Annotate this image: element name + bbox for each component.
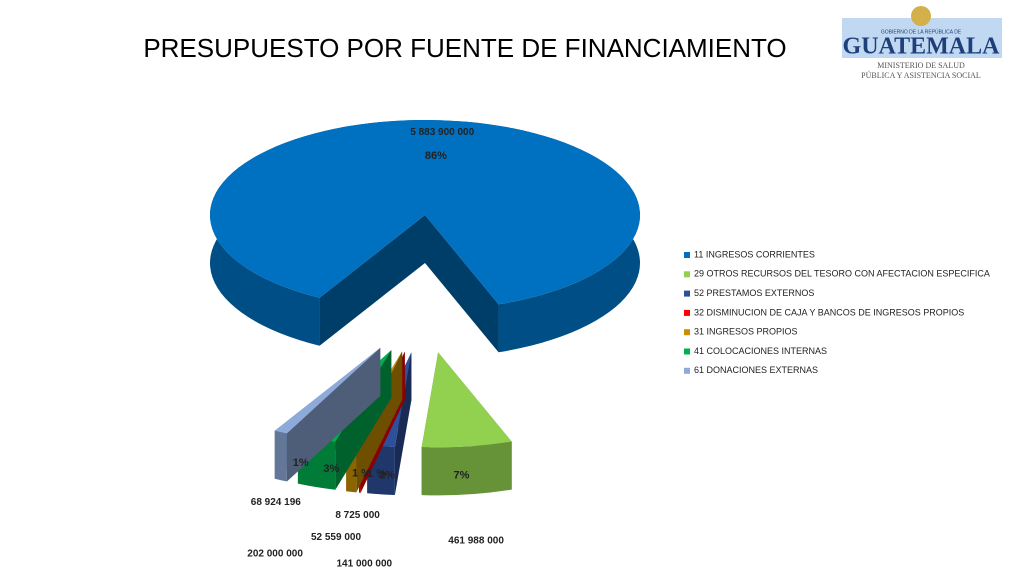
slice-wall	[274, 430, 287, 482]
slice-side	[274, 347, 381, 479]
logo-name: GUATEMALA	[843, 34, 1001, 60]
legend-swatch	[684, 271, 690, 278]
slice-wall	[421, 441, 512, 496]
percent-label: 1 %	[352, 467, 371, 479]
slice	[274, 347, 381, 482]
percent-label: 1%	[293, 457, 309, 469]
slice-side	[319, 215, 425, 346]
legend-swatch	[684, 252, 690, 258]
logo-emblem	[911, 6, 931, 26]
slice	[210, 120, 641, 353]
legend-label: 41 COLOCACIONES INTERNAS	[694, 346, 827, 356]
slice-top	[421, 352, 512, 448]
slice-side	[425, 215, 499, 353]
legend-label: 32 DISMINUCION DE CAJA Y BANCOS DE INGRE…	[694, 307, 964, 317]
chart-title: PRESUPUESTO POR FUENTE DE FINANCIAMIENTO	[143, 33, 786, 63]
legend-swatch	[684, 309, 690, 316]
percent-label: 2%	[379, 469, 395, 481]
percent-label: 86%	[425, 150, 447, 162]
slice-top	[274, 347, 381, 434]
legend-label: 52 PRESTAMOS EXTERNOS	[694, 288, 814, 298]
value-label: 68 924 196	[251, 497, 301, 508]
legend-swatch	[684, 348, 690, 355]
percent-label: 3%	[323, 463, 339, 475]
logo: GOBIERNO DE LA REPÚBLICA DE GUATEMALA MI…	[842, 6, 1002, 80]
percent-label: 7%	[454, 470, 470, 482]
legend-swatch	[684, 329, 690, 336]
slice-top	[210, 120, 641, 305]
value-label: 8 725 000	[335, 510, 380, 521]
value-label: 461 988 000	[448, 535, 504, 546]
logo-line: MINISTERIO DE SALUD	[877, 61, 965, 70]
logo-top: GOBIERNO DE LA REPÚBLICA DE	[881, 28, 962, 35]
legend-swatch	[684, 290, 690, 297]
legend-label: 61 DONACIONES EXTERNAS	[694, 365, 818, 375]
legend-swatch	[684, 367, 690, 374]
logo-line: PÚBLICA Y ASISTENCIA SOCIAL	[861, 70, 981, 80]
legend-label: 31 INGRESOS PROPIOS	[694, 327, 798, 337]
value-label: 52 559 000	[311, 532, 361, 543]
value-label: 202 000 000	[247, 549, 303, 560]
value-label: 141 000 000	[337, 559, 393, 570]
legend-label: 29 OTROS RECURSOS DEL TESORO CON AFECTAC…	[694, 269, 990, 279]
slice	[421, 352, 512, 496]
value-label: 5 883 900 000	[410, 127, 474, 138]
legend-label: 11 INGRESOS CORRIENTES	[694, 249, 815, 259]
